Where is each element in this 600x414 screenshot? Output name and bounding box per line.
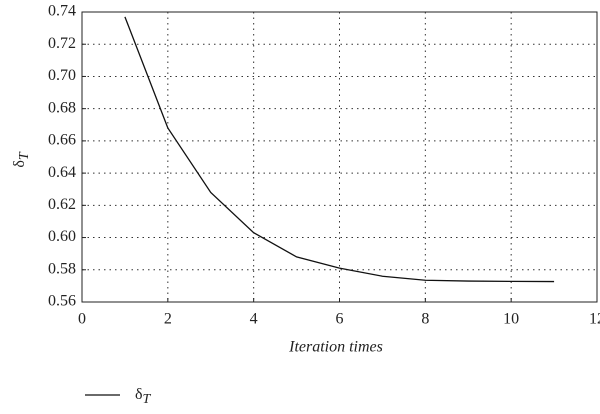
y-label-symbol: δ <box>11 160 28 168</box>
y-tick-label: 0.56 <box>48 293 76 310</box>
y-label-subscript: T <box>17 151 32 160</box>
y-tick-label: 0.68 <box>48 99 76 116</box>
y-tick-label: 0.64 <box>48 164 76 181</box>
x-tick-label: 10 <box>503 311 519 328</box>
plot-frame <box>81 11 598 303</box>
y-axis-label: δT <box>11 151 33 168</box>
y-tick-label: 0.72 <box>48 35 76 52</box>
series-line <box>124 16 555 283</box>
x-tick-label: 0 <box>78 311 86 328</box>
x-axis-label: Iteration times <box>288 339 383 356</box>
x-tick-label: 6 <box>336 311 344 328</box>
y-tick-label: 0.66 <box>48 132 76 149</box>
y-tick-label: 0.70 <box>48 67 76 84</box>
x-tick-label: 2 <box>164 311 172 328</box>
x-tick-label: 4 <box>250 311 258 328</box>
legend-subscript: T <box>143 392 152 407</box>
legend-label: δT <box>135 386 152 408</box>
x-tick-label: 12 <box>589 311 600 328</box>
y-tick-label: 0.62 <box>48 196 76 213</box>
y-tick-label: 0.58 <box>48 260 76 277</box>
y-tick-label: 0.74 <box>48 3 76 20</box>
y-tick-label: 0.60 <box>48 228 76 245</box>
x-tick-label: 8 <box>421 311 429 328</box>
legend-symbol: δ <box>135 386 143 403</box>
